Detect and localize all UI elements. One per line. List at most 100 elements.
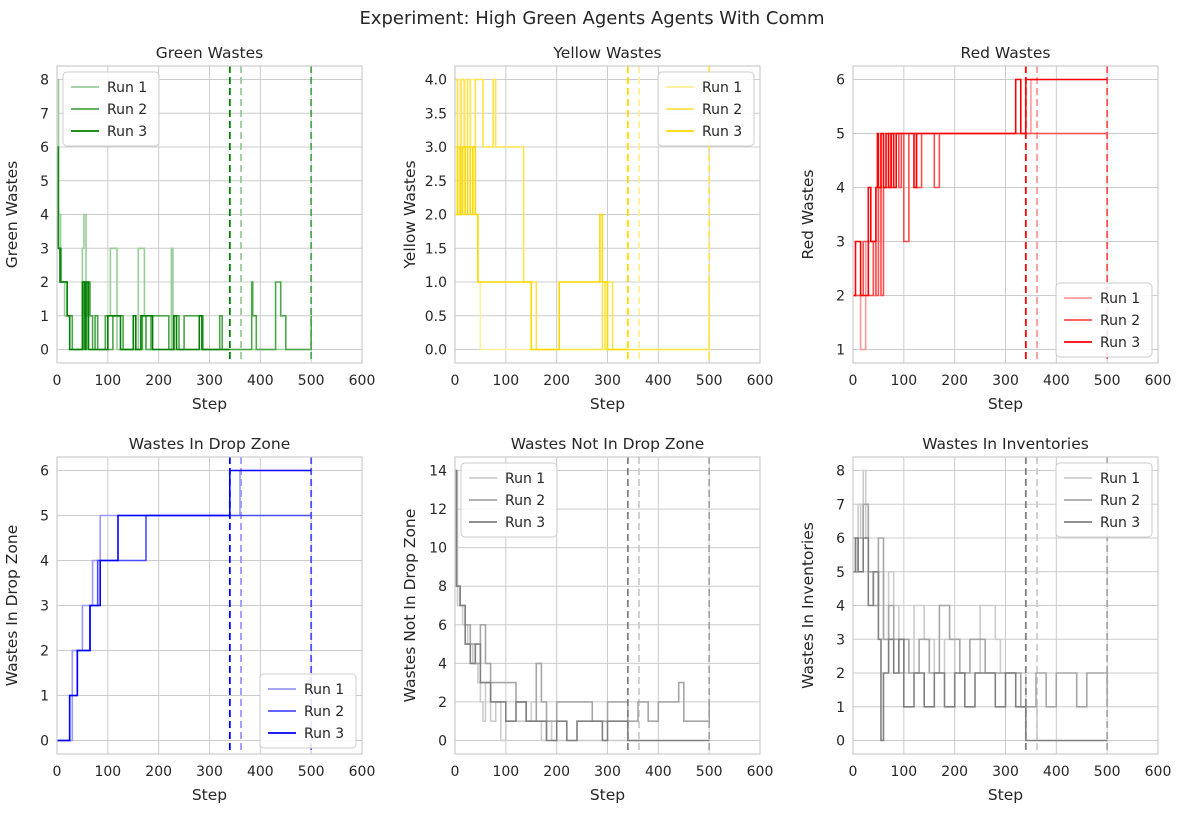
- y-tick-label: 4.0: [425, 73, 447, 89]
- y-tick-label: 5: [40, 174, 49, 190]
- figure-title: Experiment: High Green Agents Agents Wit…: [359, 8, 824, 29]
- y-tick-label: 0: [40, 734, 49, 750]
- y-tick-label: 3.5: [425, 106, 447, 122]
- x-tick-label: 200: [543, 764, 570, 780]
- x-tick-label: 300: [594, 373, 621, 389]
- y-axis-label: Wastes Not In Drop Zone: [401, 509, 419, 703]
- subplot-title: Red Wastes: [961, 44, 1051, 62]
- x-tick-label: 400: [247, 373, 274, 389]
- x-tick-label: 400: [247, 764, 274, 780]
- legend: Run 1 Run 2 Run 3: [1055, 282, 1153, 358]
- x-tick-label: 500: [1094, 373, 1121, 389]
- y-tick-label: 0.5: [425, 309, 447, 325]
- x-tick-label: 500: [298, 373, 325, 389]
- y-tick-label: 3: [836, 632, 845, 648]
- series-line-run-2: [455, 469, 710, 722]
- x-axis-label: Step: [590, 786, 625, 804]
- y-tick-label: 8: [40, 73, 49, 89]
- subplot-title: Wastes In Inventories: [922, 435, 1089, 453]
- series-line-run-3: [57, 146, 230, 351]
- y-tick-label: 8: [438, 579, 447, 595]
- axes-frame: [56, 456, 363, 755]
- x-tick-label: 100: [94, 373, 121, 389]
- x-axis-label: Step: [192, 786, 227, 804]
- x-tick-label: 400: [1043, 764, 1070, 780]
- y-tick-label: 3: [40, 241, 49, 257]
- y-tick-label: 2: [836, 289, 845, 305]
- y-tick-label: 7: [836, 497, 845, 513]
- x-tick-label: 600: [747, 764, 774, 780]
- legend-label-run-3: Run 3: [702, 124, 742, 140]
- x-tick-label: 100: [94, 764, 121, 780]
- x-tick-label: 600: [349, 373, 376, 389]
- y-tick-label: 6: [438, 618, 447, 634]
- series-group: [455, 66, 711, 363]
- legend-label-run-3: Run 3: [505, 515, 545, 531]
- legend-label-run-1: Run 1: [1100, 471, 1140, 487]
- x-tick-label: 200: [941, 373, 968, 389]
- subplot-6: 0 100 200 300 400 500 600 0 1 2 3 4 5 6 7 8 Wastes In In…: [799, 435, 1171, 804]
- legend-label-run-2: Run 2: [304, 704, 344, 720]
- legend-label-run-2: Run 2: [505, 493, 545, 509]
- x-tick-label: 600: [1145, 764, 1172, 780]
- legend-label-run-1: Run 1: [107, 80, 147, 96]
- x-tick-label: 200: [543, 373, 570, 389]
- subplot-title: Wastes Not In Drop Zone: [511, 435, 705, 453]
- legend-label-run-2: Run 2: [1100, 313, 1140, 329]
- axes-frame: [56, 65, 363, 364]
- subplot-3: 0 100 200 300 400 500 600 1 2 3 4 5 6 Red Wastes Step R…: [799, 44, 1171, 413]
- y-tick-label: 1: [40, 309, 49, 325]
- x-tick-label: 600: [1145, 373, 1172, 389]
- y-tick-label: 5: [836, 127, 845, 143]
- legend-label-run-3: Run 3: [107, 124, 147, 140]
- subplot-5: 0 100 200 300 400 500 600 0 2 4 6 8 10 12 14 Wastes Not…: [401, 435, 773, 804]
- legend: Run 1 Run 2 Run 3: [657, 71, 755, 147]
- y-tick-label: 2: [438, 695, 447, 711]
- series-line-run-3: [455, 469, 710, 742]
- y-tick-label: 12: [429, 502, 447, 518]
- legend-box: [460, 462, 558, 538]
- y-tick-label: 2: [836, 666, 845, 682]
- series-line-run-3: [57, 469, 312, 742]
- x-tick-label: 100: [492, 373, 519, 389]
- x-tick-label: 0: [53, 373, 62, 389]
- x-tick-label: 400: [645, 764, 672, 780]
- legend: Run 1 Run 2 Run 3: [62, 71, 160, 147]
- legend-label-run-2: Run 2: [107, 102, 147, 118]
- x-tick-label: 400: [645, 373, 672, 389]
- subplot-title: Yellow Wastes: [552, 44, 661, 62]
- legend-label-run-1: Run 1: [505, 471, 545, 487]
- subplot-4: 0 100 200 300 400 500 600 0 1 2 3 4 5 6 Wastes In Drop…: [3, 435, 375, 804]
- x-tick-label: 0: [849, 764, 858, 780]
- x-tick-label: 100: [492, 764, 519, 780]
- x-tick-label: 300: [992, 764, 1019, 780]
- y-tick-label: 2.5: [425, 174, 447, 190]
- y-axis-label: Green Wastes: [3, 161, 21, 268]
- subplot-title: Green Wastes: [156, 44, 263, 62]
- y-tick-label: 2: [40, 275, 49, 291]
- subplot-1: 0 100 200 300 400 500 600 0 1 2 3 4 5 6 7 8 Green Wastes…: [3, 44, 375, 413]
- x-tick-label: 200: [941, 764, 968, 780]
- legend: Run 1 Run 2 Run 3: [460, 462, 558, 538]
- series-group: [853, 66, 1109, 363]
- series-group: [455, 457, 711, 754]
- y-tick-label: 1: [836, 700, 845, 716]
- y-tick-label: 1: [40, 689, 49, 705]
- legend: Run 1 Run 2 Run 3: [1055, 462, 1153, 538]
- series-line-run-3: [853, 537, 1108, 742]
- y-tick-label: 3.0: [425, 140, 447, 156]
- x-tick-label: 500: [696, 373, 723, 389]
- y-tick-label: 4: [438, 656, 447, 672]
- y-tick-label: 6: [836, 531, 845, 547]
- legend-label-run-2: Run 2: [1100, 493, 1140, 509]
- x-tick-label: 400: [1043, 373, 1070, 389]
- y-tick-label: 0: [40, 343, 49, 359]
- x-tick-label: 0: [849, 373, 858, 389]
- x-tick-label: 500: [696, 764, 723, 780]
- y-tick-label: 1: [836, 343, 845, 359]
- y-tick-label: 3: [40, 599, 49, 615]
- y-tick-label: 6: [40, 140, 49, 156]
- x-axis-label: Step: [590, 395, 625, 413]
- x-tick-label: 200: [145, 373, 172, 389]
